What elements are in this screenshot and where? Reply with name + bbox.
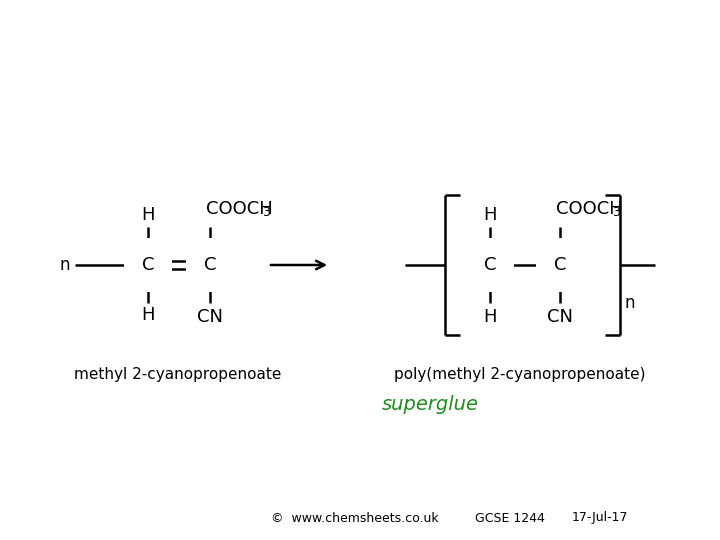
Text: n: n [625, 294, 636, 312]
Text: COOCH: COOCH [556, 200, 623, 218]
Text: C: C [484, 256, 496, 274]
Text: poly(methyl 2-cyanopropenoate): poly(methyl 2-cyanopropenoate) [395, 368, 646, 382]
Text: superglue: superglue [382, 395, 479, 415]
Text: GCSE 1244: GCSE 1244 [475, 511, 545, 524]
Text: methyl 2-cyanopropenoate: methyl 2-cyanopropenoate [74, 368, 282, 382]
Text: C: C [142, 256, 154, 274]
Text: H: H [483, 308, 497, 326]
Text: CN: CN [547, 308, 573, 326]
Text: C: C [554, 256, 566, 274]
Text: 17-Jul-17: 17-Jul-17 [572, 511, 629, 524]
Text: COOCH: COOCH [206, 200, 273, 218]
Text: ©  www.chemsheets.co.uk: © www.chemsheets.co.uk [271, 511, 438, 524]
Text: H: H [141, 306, 155, 324]
Text: H: H [141, 206, 155, 224]
Text: 3: 3 [612, 206, 620, 219]
Text: n: n [60, 256, 71, 274]
Text: H: H [483, 206, 497, 224]
Text: CN: CN [197, 308, 223, 326]
Text: 3: 3 [262, 206, 270, 219]
Text: C: C [204, 256, 216, 274]
